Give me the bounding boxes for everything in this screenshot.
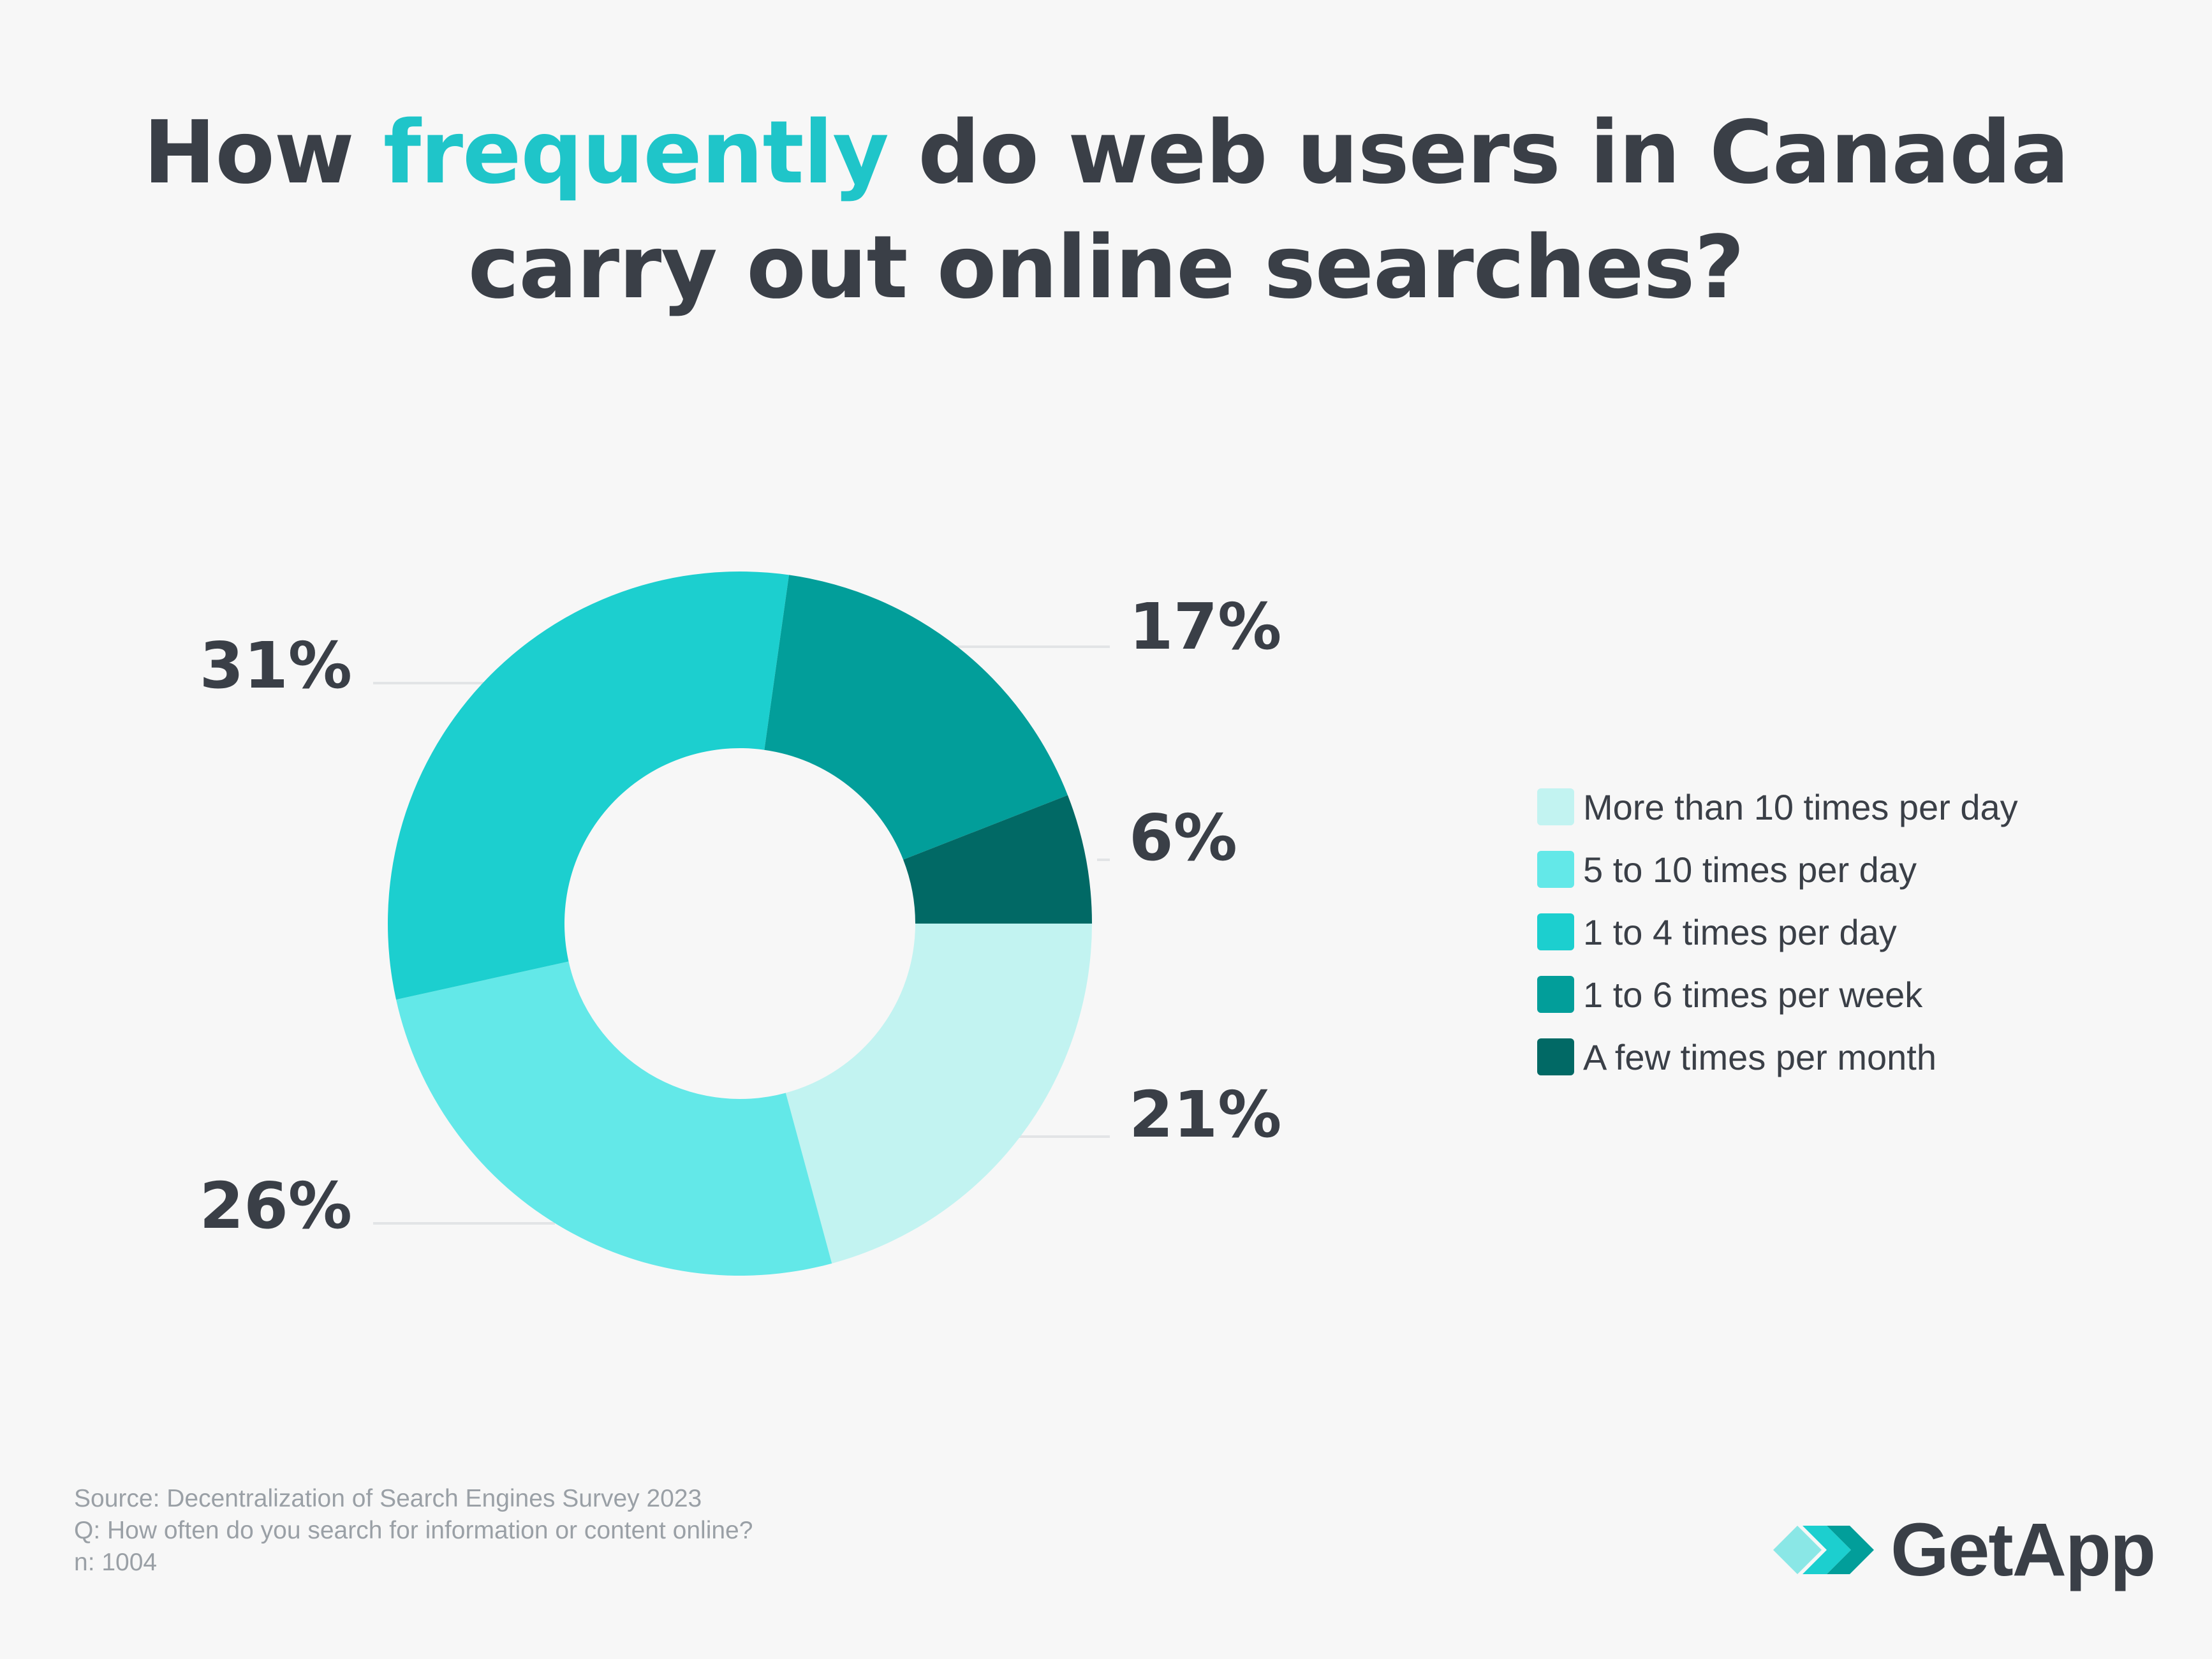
donut-slice-1 <box>785 924 1092 1264</box>
data-label-5: 6% <box>1129 800 1237 875</box>
getapp-logo-text: GetApp <box>1891 1508 2156 1592</box>
donut-slice-5 <box>903 795 1092 924</box>
legend-item: More than 10 times per day <box>1537 776 2018 838</box>
question-note: Q: How often do you search for informati… <box>74 1517 753 1544</box>
legend-label: 5 to 10 times per day <box>1583 849 1917 890</box>
legend-swatch <box>1537 976 1574 1013</box>
legend-label: A few times per month <box>1583 1036 1937 1077</box>
legend-item: A few times per month <box>1537 1026 2018 1088</box>
title-part-1: How <box>143 103 383 203</box>
legend-swatch <box>1537 851 1574 888</box>
legend-swatch <box>1537 1038 1574 1075</box>
getapp-logo: GetApp <box>1773 1508 2156 1592</box>
title-line-1: How frequently do web users in Canada <box>0 96 2212 210</box>
legend-item: 1 to 4 times per day <box>1537 901 2018 963</box>
title-accent-word: frequently <box>383 103 889 203</box>
legend-label: 1 to 6 times per week <box>1583 974 1923 1015</box>
data-label-2: 26% <box>200 1169 352 1243</box>
footer-notes: Source: Decentralization of Search Engin… <box>74 1483 753 1579</box>
donut-slice-3 <box>387 571 790 1000</box>
donut-slice-2 <box>396 961 832 1276</box>
data-label-1: 21% <box>1129 1077 1281 1152</box>
donut-slice-4 <box>764 575 1068 860</box>
legend-swatch <box>1537 788 1574 825</box>
chart-title: How frequently do web users in Canada ca… <box>0 96 2212 325</box>
legend-swatch <box>1537 913 1574 950</box>
source-note: Source: Decentralization of Search Engin… <box>74 1485 702 1512</box>
sample-size-note: n: 1004 <box>74 1549 158 1576</box>
legend-item: 1 to 6 times per week <box>1537 963 2018 1026</box>
data-label-3: 31% <box>200 628 352 703</box>
legend-item: 5 to 10 times per day <box>1537 838 2018 901</box>
legend-label: 1 to 4 times per day <box>1583 911 1897 952</box>
title-line-2: carry out online searches? <box>468 218 1745 318</box>
title-part-2: do web users in Canada <box>888 103 2069 203</box>
chart-legend: More than 10 times per day 5 to 10 times … <box>1537 776 2018 1088</box>
data-label-4: 17% <box>1129 589 1281 664</box>
getapp-chevrons-icon <box>1773 1526 1874 1574</box>
legend-label: More than 10 times per day <box>1583 786 2018 827</box>
